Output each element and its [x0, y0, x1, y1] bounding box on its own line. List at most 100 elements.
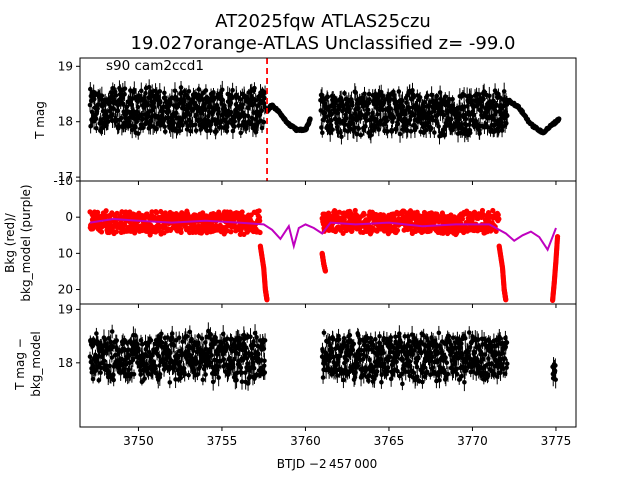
data-point [91, 96, 97, 102]
data-point [111, 377, 116, 383]
data-point [180, 122, 185, 128]
y-tick-label: 17 [58, 170, 73, 184]
data-point [213, 371, 218, 377]
data-point [429, 92, 434, 98]
data-point [168, 350, 173, 356]
data-point [459, 216, 466, 222]
data-point [354, 131, 360, 137]
data-point [200, 377, 206, 383]
data-point [485, 210, 492, 216]
data-point [432, 130, 437, 135]
data-point [237, 231, 243, 237]
data-point [214, 339, 220, 344]
data-point [504, 113, 510, 119]
data-point [90, 376, 96, 382]
data-point [425, 93, 430, 98]
data-point [186, 372, 191, 378]
data-point [243, 345, 249, 350]
data-point [153, 210, 160, 216]
data-point [232, 356, 237, 362]
data-point [341, 103, 347, 108]
data-point [503, 297, 509, 303]
data-point [113, 229, 120, 235]
data-point [384, 118, 390, 124]
data-point [187, 352, 193, 358]
data-point [429, 125, 434, 131]
data-point [109, 329, 115, 334]
data-point [158, 100, 163, 105]
data-point [356, 126, 362, 131]
data-point [189, 336, 194, 342]
data-point [468, 94, 474, 100]
data-point [98, 365, 104, 371]
data-point [193, 128, 199, 133]
data-point [322, 268, 329, 274]
data-point [320, 130, 325, 135]
data-point [199, 336, 205, 341]
data-point [442, 133, 447, 138]
data-point [367, 97, 372, 102]
chart-title-line1: AT2025fqw ATLAS25czu [215, 11, 431, 32]
data-point [417, 95, 423, 100]
data-point [436, 124, 441, 129]
data-point [98, 229, 105, 235]
data-point [184, 334, 190, 339]
data-point [330, 127, 335, 132]
data-point [203, 372, 208, 377]
data-point [378, 118, 384, 123]
data-point [397, 131, 403, 137]
data-point [141, 355, 146, 361]
data-point [437, 90, 443, 95]
data-point [501, 89, 507, 94]
data-point [234, 377, 239, 383]
data-point [172, 88, 178, 94]
data-point [121, 101, 126, 107]
data-point [232, 119, 238, 124]
data-point [238, 336, 244, 341]
data-point [110, 85, 116, 91]
data-point [208, 331, 213, 337]
data-point [146, 84, 152, 90]
data-point [132, 333, 138, 338]
data-point [157, 89, 163, 94]
data-point [136, 348, 141, 353]
data-point [166, 109, 172, 114]
data-point [171, 120, 177, 126]
data-point [252, 85, 257, 91]
data-point [400, 104, 406, 110]
data-point [241, 332, 247, 338]
data-point [122, 86, 128, 91]
data-point [203, 88, 209, 93]
data-point [467, 130, 473, 136]
data-point [144, 211, 150, 217]
model-line [89, 217, 557, 252]
data-point [214, 128, 219, 134]
data-point [368, 132, 374, 138]
data-point [156, 353, 162, 359]
data-point [257, 229, 263, 236]
data-point [122, 222, 128, 228]
data-point [351, 129, 357, 134]
y-tick-label: 18 [58, 115, 73, 129]
data-point [140, 125, 146, 131]
data-point [216, 209, 222, 215]
data-point [219, 87, 225, 93]
plot-area [87, 322, 558, 392]
data-point [142, 376, 147, 381]
data-point [96, 378, 102, 383]
data-point [115, 108, 121, 113]
data-point [392, 216, 398, 222]
data-point [264, 297, 270, 303]
data-point [380, 212, 387, 218]
data-point [325, 94, 331, 100]
data-point [394, 227, 401, 233]
data-point [361, 211, 367, 218]
plot-area [87, 207, 561, 303]
data-point [261, 119, 267, 125]
data-point [328, 122, 334, 128]
data-point [239, 209, 245, 215]
data-point [339, 134, 344, 140]
data-point [173, 338, 179, 343]
data-point [243, 370, 248, 375]
